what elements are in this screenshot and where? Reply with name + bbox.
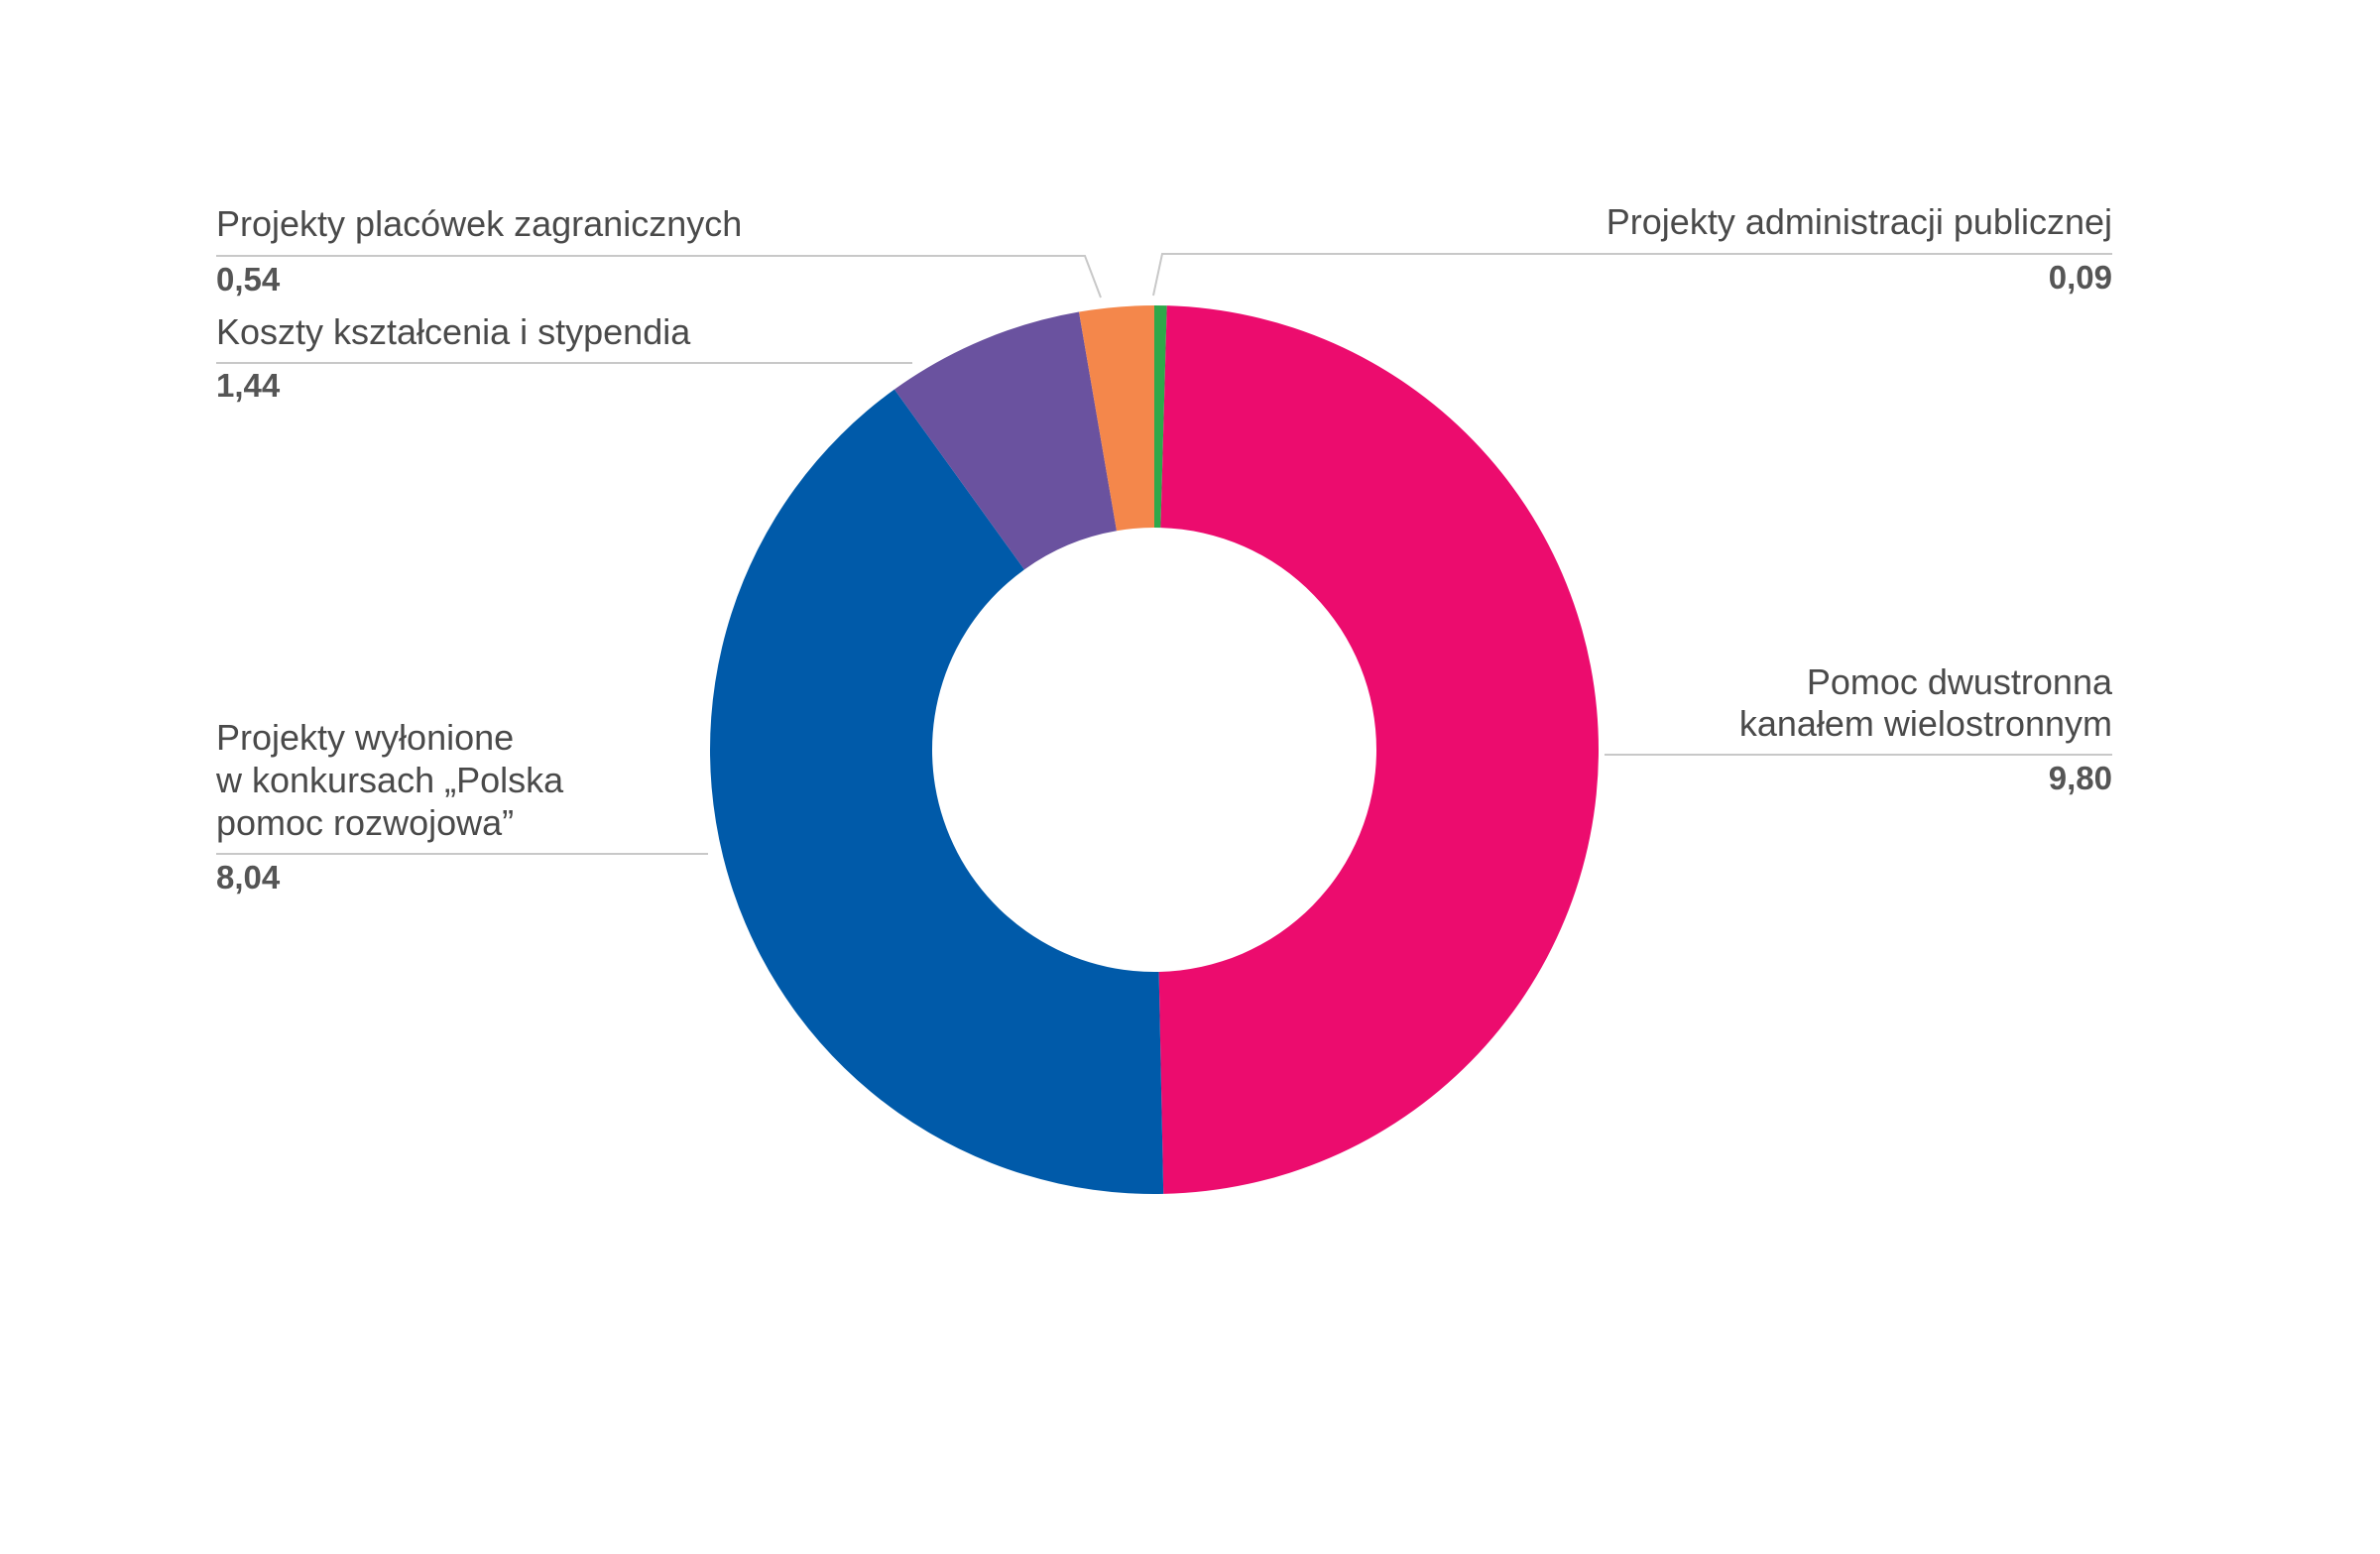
label-administracji: Projekty administracji publicznej [1606,201,2112,242]
value-administracji: 0,09 [2049,259,2112,296]
label-konkursy-line1: Projekty wyłonione [216,717,514,758]
label-konkursy-line3: pomoc rozwojowa” [216,802,514,843]
label-pomoc-dwustronna-line1: Pomoc dwustronna [1807,661,2113,702]
value-konkursy: 8,04 [216,859,281,896]
donut-slice-1 [1158,305,1599,1194]
donut-slice-4 [1079,305,1154,532]
donut-slice-2 [709,389,1164,1195]
value-ksztalcenia: 1,44 [216,367,281,404]
label-ksztalcenia: Koszty kształcenia i stypendia [216,311,691,352]
value-pomoc-dwustronna: 9,80 [2049,760,2112,796]
donut-slices [709,305,1599,1195]
leader-line-placowek [216,255,1102,299]
value-placowek: 0,54 [216,261,281,298]
leader-line-administracji [1152,253,2112,297]
label-placowek: Projekty placówek zagranicznych [216,203,742,244]
label-pomoc-dwustronna-line2: kanałem wielostronnym [1739,703,2112,744]
donut-slice-3 [893,311,1118,570]
donut-slice-0 [1154,305,1167,529]
label-konkursy-line2: w konkursach „Polska [215,760,564,800]
